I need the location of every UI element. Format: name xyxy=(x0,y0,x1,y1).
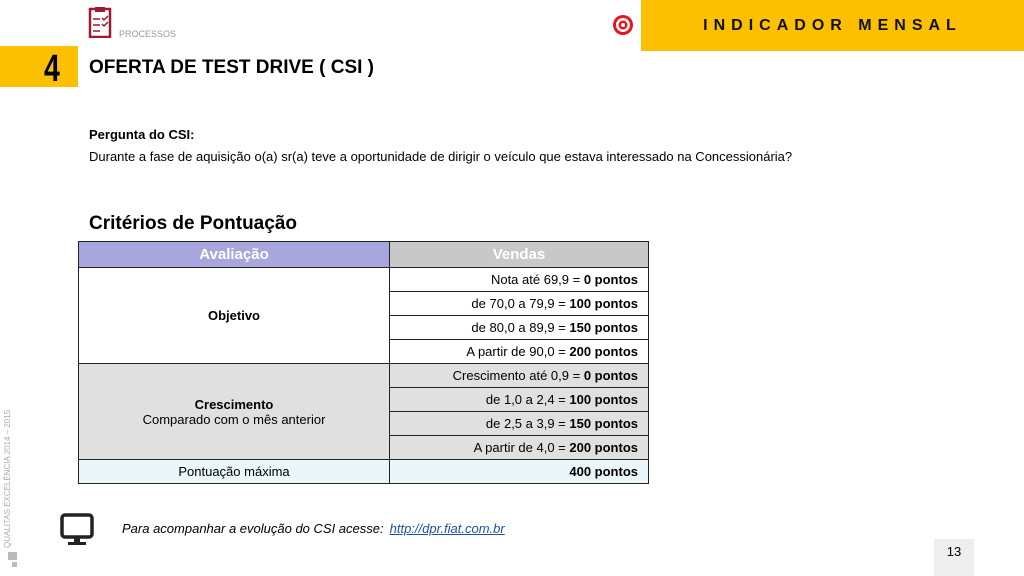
section-label: PROCESSOS xyxy=(119,29,177,39)
question-label: Pergunta do CSI: xyxy=(89,127,195,142)
col-vendas: Vendas xyxy=(389,241,649,268)
section-number: 4 xyxy=(0,46,78,90)
table-row: Objetivo Nota até 69,9 = 0 pontos xyxy=(78,267,649,364)
side-caption: QUALITAS EXCELÊNCIA 2014 – 2015 xyxy=(3,409,12,548)
csi-link[interactable]: http://dpr.fiat.com.br xyxy=(389,521,505,536)
footer-note: Para acompanhar a evolução do CSI acesse… xyxy=(122,521,505,536)
indicator-banner: INDICADOR MENSAL xyxy=(641,0,1024,51)
target-icon xyxy=(613,15,633,35)
clipboard-icon xyxy=(88,7,112,38)
criteria-table: Avaliação Vendas Objetivo Nota até 69,9 = … xyxy=(78,241,649,484)
col-avaliacao: Avaliação xyxy=(78,241,390,268)
page-title: OFERTA DE TEST DRIVE ( CSI ) xyxy=(89,57,375,78)
table-row: A partir de 90,0 = 200 pontos xyxy=(79,339,649,364)
question-text: Durante a fase de aquisição o(a) sr(a) t… xyxy=(89,149,793,164)
monitor-icon xyxy=(60,513,94,545)
criteria-title: Critérios de Pontuação xyxy=(89,213,297,234)
table-row: Crescimento Comparado com o mês anterior C… xyxy=(78,363,649,460)
objetivo-label: Objetivo xyxy=(78,267,390,364)
crescimento-label: Crescimento Comparado com o mês anterior xyxy=(78,363,390,460)
table-row: de 70,0 a 79,9 = 100 pontos xyxy=(79,291,649,316)
table-row-max: Pontuação máxima 400 pontos xyxy=(78,459,649,484)
side-squares-icon xyxy=(8,552,17,567)
page-number: 13 xyxy=(934,539,974,576)
